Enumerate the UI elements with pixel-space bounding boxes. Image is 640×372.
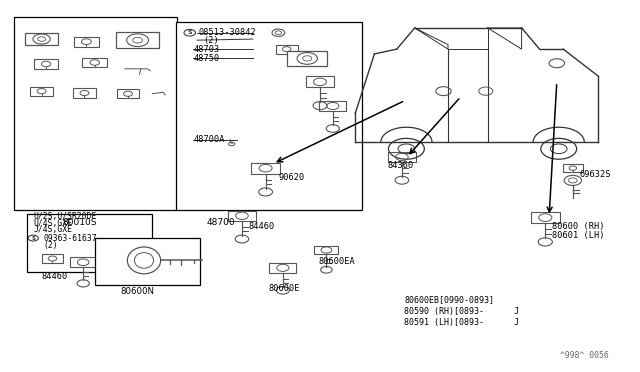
Bar (276, 45, 298, 54)
Text: 84460: 84460 (248, 222, 275, 231)
Text: S: S (188, 30, 192, 35)
Bar (251, 163, 280, 173)
Ellipse shape (127, 247, 161, 274)
Text: U/2S,U/SR20DE: U/2S,U/SR20DE (33, 212, 97, 221)
Bar (287, 51, 327, 66)
Text: 48750: 48750 (193, 54, 220, 63)
Bar (306, 77, 334, 87)
Text: 80600N: 80600N (120, 287, 155, 296)
Text: 80600 (RH): 80600 (RH) (552, 222, 604, 231)
Text: ^998^ 0056: ^998^ 0056 (560, 351, 609, 360)
Text: 90620: 90620 (278, 173, 305, 182)
Bar (14, 17, 177, 210)
Text: 80600E: 80600E (269, 284, 300, 293)
Bar (95, 238, 200, 285)
Text: 80590 (RH)[0893-      J: 80590 (RH)[0893- J (404, 307, 520, 316)
Text: 84460: 84460 (41, 272, 68, 280)
Bar (388, 152, 416, 162)
Ellipse shape (134, 253, 154, 268)
Bar (531, 212, 560, 223)
Text: 80010S: 80010S (63, 218, 97, 227)
Bar (269, 263, 296, 273)
Text: 84360: 84360 (387, 161, 413, 170)
Bar (116, 89, 140, 98)
Text: U/4S,GXE: U/4S,GXE (33, 219, 72, 228)
Text: 48700: 48700 (207, 218, 235, 227)
Bar (27, 214, 152, 272)
Text: 80600EB[0990-0893]: 80600EB[0990-0893] (404, 295, 495, 304)
Text: 08513-30842: 08513-30842 (198, 28, 256, 37)
Bar (42, 254, 63, 263)
Text: 80600EA: 80600EA (319, 257, 355, 266)
Text: (2): (2) (44, 241, 58, 250)
Text: (2): (2) (204, 36, 220, 45)
Text: S: S (31, 235, 35, 241)
Bar (563, 164, 582, 172)
Bar (70, 257, 96, 267)
Bar (228, 211, 256, 221)
Text: 09363-61637: 09363-61637 (44, 234, 97, 243)
Bar (314, 246, 339, 254)
Bar (74, 36, 99, 47)
Bar (30, 87, 53, 96)
Text: 69632S: 69632S (579, 170, 611, 179)
Bar (116, 32, 159, 48)
Text: 80601 (LH): 80601 (LH) (552, 231, 604, 240)
Bar (319, 101, 346, 111)
Bar (83, 58, 107, 67)
Bar (34, 59, 58, 69)
Bar (25, 33, 58, 45)
Text: 48700A: 48700A (193, 135, 225, 144)
Bar (73, 89, 96, 97)
Text: J/4S,GXE: J/4S,GXE (33, 225, 72, 234)
Text: 48703: 48703 (193, 45, 220, 54)
Bar (176, 22, 362, 210)
Text: 80591 (LH)[0893-      J: 80591 (LH)[0893- J (404, 318, 520, 327)
